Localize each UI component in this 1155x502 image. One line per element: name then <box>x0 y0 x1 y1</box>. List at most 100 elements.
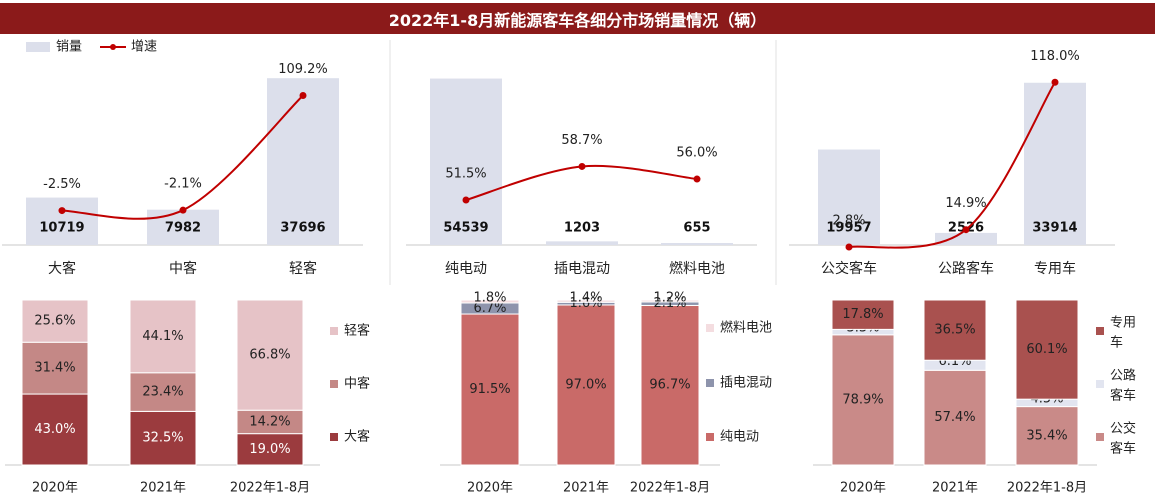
growth-data-label: 58.7% <box>561 133 602 148</box>
category-tick-label: 2021年 <box>932 481 978 496</box>
category-tick-label: 大客 <box>48 260 76 277</box>
volume-data-label: 10719 <box>39 221 84 236</box>
segment-data-label: 60.1% <box>1026 342 1067 357</box>
growth-marker <box>693 175 701 183</box>
segment-data-label: 19.0% <box>249 442 290 457</box>
stacked-segment <box>1015 299 1079 400</box>
category-tick-label: 中客 <box>169 260 197 277</box>
segment-data-label: 44.1% <box>142 329 183 344</box>
segment-data-label: 66.8% <box>249 348 290 363</box>
segment-data-label: 96.7% <box>649 378 690 393</box>
legend-volume-label: 销量 <box>56 40 82 55</box>
category-tick-label: 2020年 <box>32 481 78 496</box>
segment-data-label: 32.5% <box>142 431 183 446</box>
segment-data-label: 35.4% <box>1026 428 1067 443</box>
stacked-segment <box>640 299 700 303</box>
growth-marker <box>1051 78 1059 86</box>
category-tick-label: 公路客车 <box>938 260 994 277</box>
category-tick-label: 2020年 <box>840 481 886 496</box>
stacked-segment <box>21 393 89 466</box>
volume-bar <box>147 209 219 245</box>
growth-marker <box>299 92 307 100</box>
volume-data-label: 19957 <box>826 221 871 236</box>
legend-label: 公交 <box>1110 421 1136 437</box>
stacked-segment <box>236 433 304 466</box>
stacked-segment <box>556 299 616 303</box>
category-tick-label: 2022年1-8月 <box>230 481 310 496</box>
category-tick-label: 2022年1-8月 <box>1007 481 1087 496</box>
segment-data-label: 78.9% <box>842 392 883 407</box>
volume-data-label: 33914 <box>1032 221 1077 236</box>
segment-data-label: 97.0% <box>565 377 606 392</box>
growth-data-label: 51.5% <box>445 167 486 182</box>
category-tick-label: 2020年 <box>467 481 513 496</box>
growth-line <box>61 94 304 220</box>
stacked-segment <box>1015 406 1079 466</box>
legend-swatch <box>706 324 714 332</box>
legend-label: 车 <box>1110 335 1123 351</box>
segment-data-label: 1.2% <box>653 291 686 306</box>
volume-bar <box>661 243 733 245</box>
category-tick-label: 纯电动 <box>445 261 487 277</box>
category-tick-label: 2022年1-8月 <box>630 481 710 496</box>
legend-growth-marker <box>110 44 116 50</box>
segment-data-label: 17.8% <box>842 307 883 322</box>
legend-label: 轻客 <box>344 323 370 339</box>
stacked-segment <box>129 299 197 374</box>
segment-data-label: 1.4% <box>569 291 602 306</box>
volume-bar <box>26 197 98 245</box>
legend-label: 燃料电池 <box>720 320 772 336</box>
volume-data-label: 7982 <box>165 221 201 236</box>
segment-data-label: 43.0% <box>34 422 75 437</box>
volume-data-label: 1203 <box>564 221 600 236</box>
volume-bar <box>267 78 339 246</box>
growth-data-label: 109.2% <box>278 62 328 77</box>
growth-data-label: -2.5% <box>43 177 81 192</box>
legend-label: 专用 <box>1110 316 1136 331</box>
stacked-segment <box>21 299 89 343</box>
volume-bar <box>546 241 618 245</box>
segment-data-label: 23.4% <box>142 385 183 400</box>
growth-marker <box>578 162 586 170</box>
category-tick-label: 插电混动 <box>554 261 610 277</box>
growth-marker <box>462 196 470 204</box>
stacked-segment <box>129 410 197 466</box>
legend-swatch <box>1096 327 1104 335</box>
category-tick-label: 轻客 <box>289 260 317 277</box>
legend-label: 插电混动 <box>720 376 772 391</box>
stacked-segment <box>460 313 520 466</box>
growth-data-label: 56.0% <box>676 146 717 161</box>
volume-bar <box>1024 82 1086 245</box>
growth-marker <box>58 207 66 215</box>
stacked-segment <box>923 299 987 361</box>
segment-data-label: 57.4% <box>934 410 975 425</box>
growth-data-label: -2.1% <box>164 177 202 192</box>
segment-data-label: 91.5% <box>469 382 510 397</box>
segment-data-label: 14.2% <box>249 414 290 429</box>
segment-data-label: 25.6% <box>34 314 75 329</box>
volume-data-label: 54539 <box>443 221 488 236</box>
volume-data-label: 655 <box>683 221 710 236</box>
segment-data-label: 6.7% <box>473 301 506 316</box>
category-tick-label: 2021年 <box>140 481 186 496</box>
volume-bar <box>430 78 502 246</box>
stacked-segment <box>129 372 197 412</box>
stacked-segment <box>556 304 616 466</box>
legend-swatch <box>706 433 714 441</box>
legend-label: 客车 <box>1110 441 1136 457</box>
stacked-segment <box>460 299 520 304</box>
growth-marker <box>962 226 970 234</box>
category-tick-label: 专用车 <box>1034 260 1076 277</box>
segment-data-label: 1.8% <box>473 291 506 306</box>
stacked-segment <box>236 299 304 411</box>
stacked-segment <box>923 369 987 466</box>
volume-data-label: 37696 <box>280 221 325 236</box>
legend-swatch <box>330 327 338 335</box>
chart-title: 2022年1-8月新能源客车各细分市场销量情况（辆） <box>0 3 1155 34</box>
growth-data-label: 2.8% <box>832 213 865 228</box>
legend-swatch <box>706 379 714 387</box>
legend-label: 纯电动 <box>720 430 759 445</box>
stacked-segment <box>831 334 895 466</box>
